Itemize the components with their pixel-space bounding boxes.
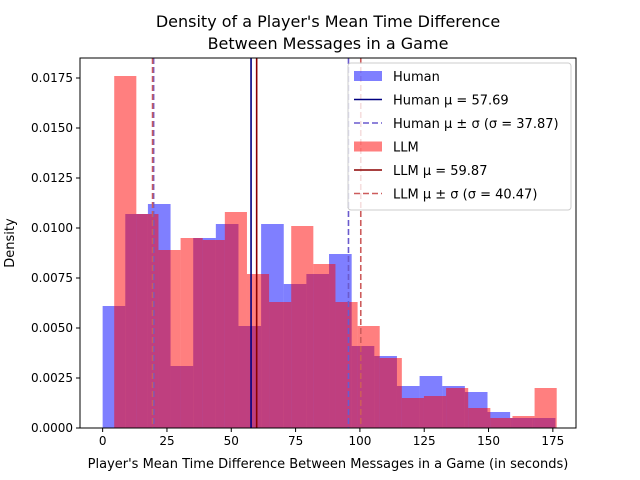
y-tick-label: 0.0050 xyxy=(31,321,73,335)
legend-label: LLM μ = 59.87 xyxy=(393,164,487,179)
x-tick-label: 25 xyxy=(159,434,174,448)
x-tick-label: 0 xyxy=(99,434,107,448)
x-axis-ticks: 0 25 50 75 100 125 150 175 xyxy=(99,428,564,448)
legend: Human Human μ = 57.69 Human μ ± σ (σ = 37.… xyxy=(347,62,572,211)
llm-histogram-bar xyxy=(224,212,247,428)
legend-swatch xyxy=(354,71,382,81)
legend-label: Human μ = 57.69 xyxy=(393,94,509,109)
llm-histogram-bar xyxy=(114,76,137,428)
legend-label: LLM xyxy=(393,141,419,156)
x-tick-label: 150 xyxy=(477,434,500,448)
y-tick-label: 0.0000 xyxy=(31,421,73,435)
legend-label: LLM μ ± σ (σ = 40.47) xyxy=(393,188,537,203)
llm-histogram-bar xyxy=(490,418,513,428)
legend-label: Human xyxy=(393,70,440,85)
x-tick-label: 100 xyxy=(348,434,371,448)
chart-title-line-1: Density of a Player's Mean Time Differen… xyxy=(155,12,501,31)
legend-swatch xyxy=(354,141,382,152)
llm-histogram-bar xyxy=(202,240,225,428)
x-tick-label: 175 xyxy=(541,434,564,448)
y-tick-label: 0.0075 xyxy=(31,271,73,285)
y-tick-label: 0.0125 xyxy=(31,171,73,185)
legend-box xyxy=(347,62,572,211)
y-axis-label: Density xyxy=(3,218,18,268)
bars-layer xyxy=(102,76,557,428)
plot-frame xyxy=(79,57,577,429)
chart-title-line-2: Between Messages in a Game xyxy=(207,34,449,53)
llm-histogram-bar xyxy=(313,264,336,428)
llm-histogram-bar xyxy=(136,214,159,428)
llm-histogram-bar xyxy=(512,416,535,428)
llm-histogram-bar xyxy=(446,388,469,428)
reference-lines-layer xyxy=(151,58,362,428)
llm-histogram-bar xyxy=(291,226,314,428)
llm-histogram-bar xyxy=(180,238,203,428)
y-tick-label: 0.0175 xyxy=(31,71,73,85)
y-axis-ticks: 0.0000 0.0025 0.0050 0.0075 0.0100 0.0125 0.01… xyxy=(31,71,80,435)
legend-label: Human μ ± σ (σ = 37.87) xyxy=(393,117,559,132)
y-tick-label: 0.0150 xyxy=(31,121,73,135)
llm-histogram-bar xyxy=(335,302,358,428)
x-tick-label: 75 xyxy=(288,434,303,448)
llm-histogram-bar xyxy=(423,396,447,428)
x-axis-label: Player's Mean Time Difference Between Me… xyxy=(88,457,569,472)
x-tick-label: 125 xyxy=(413,434,436,448)
y-tick-label: 0.0100 xyxy=(31,221,73,235)
llm-histogram-bar xyxy=(269,302,292,428)
llm-histogram-bar xyxy=(468,408,491,428)
llm-histogram-bar xyxy=(379,358,402,428)
y-tick-label: 0.0025 xyxy=(31,371,73,385)
llm-histogram-bar xyxy=(158,250,181,428)
llm-histogram-bar xyxy=(401,398,424,428)
llm-histogram-bar xyxy=(534,388,557,428)
llm-histogram-bar xyxy=(357,326,380,428)
x-tick-label: 50 xyxy=(224,434,239,448)
llm-histogram-bar xyxy=(246,274,270,428)
